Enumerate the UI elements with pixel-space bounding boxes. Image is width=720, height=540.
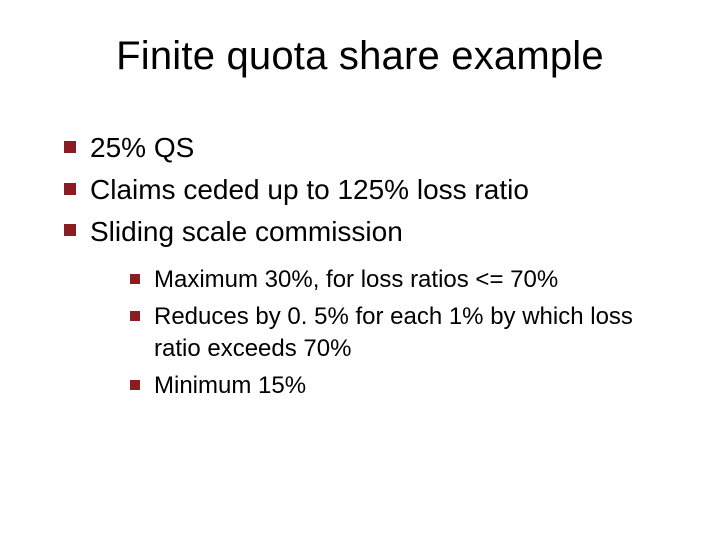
bullet-item: 25% QS — [60, 129, 670, 167]
bullet-list: 25% QS Claims ceded up to 125% loss rati… — [60, 129, 670, 402]
bullet-item: Claims ceded up to 125% loss ratio — [60, 171, 670, 209]
sub-bullet-text: Maximum 30%, for loss ratios <= 70% — [154, 266, 558, 293]
bullet-text: Sliding scale commission — [90, 216, 403, 247]
sub-bullet-item: Reduces by 0. 5% for each 1% by which lo… — [128, 301, 670, 366]
sub-bullet-text: Minimum 15% — [154, 372, 306, 399]
sub-bullet-item: Maximum 30%, for loss ratios <= 70% — [128, 264, 670, 296]
slide-title: Finite quota share example — [50, 34, 670, 79]
sub-bullet-text: Reduces by 0. 5% for each 1% by which lo… — [154, 303, 633, 362]
sub-bullet-item: Minimum 15% — [128, 370, 670, 402]
sub-bullet-list: Maximum 30%, for loss ratios <= 70% Redu… — [128, 264, 670, 402]
bullet-item: Sliding scale commission Maximum 30%, fo… — [60, 213, 670, 402]
bullet-text: 25% QS — [90, 132, 194, 163]
slide: Finite quota share example 25% QS Claims… — [0, 0, 720, 540]
bullet-text: Claims ceded up to 125% loss ratio — [90, 174, 529, 205]
